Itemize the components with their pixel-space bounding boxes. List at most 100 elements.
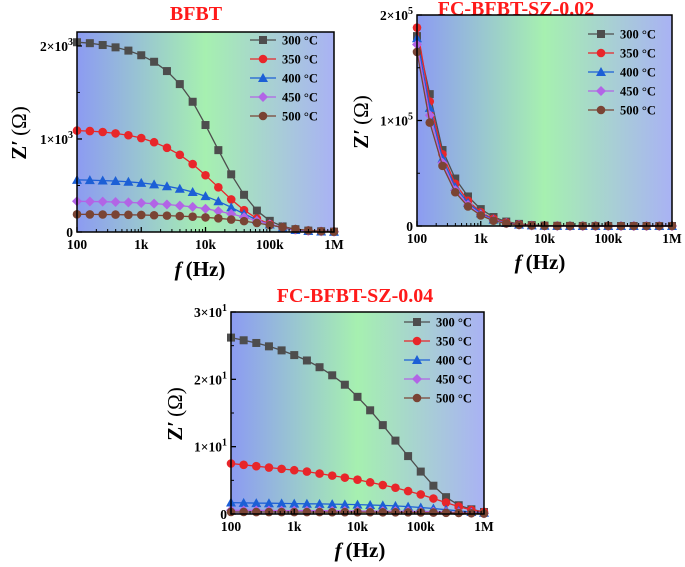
data-point-s1-14 — [391, 436, 400, 445]
data-point-s2-12 — [214, 183, 223, 192]
y-tick-label: 0 — [220, 507, 227, 522]
data-point-s3-7 — [301, 498, 312, 508]
x-tick-label: 1k — [134, 237, 149, 252]
data-point-s3-12 — [213, 196, 224, 206]
y-axis-label-unit: (Ω) — [163, 387, 187, 417]
data-point-s5-9 — [175, 211, 185, 221]
data-point-s5-4 — [450, 187, 460, 197]
data-point-s4-2 — [424, 110, 435, 121]
x-tick-label: 100k — [256, 237, 284, 252]
data-point-s5-8 — [162, 211, 172, 220]
x-axis-label-unit: (Hz) — [186, 257, 226, 281]
y-tick-label: 1×101 — [194, 438, 227, 455]
x-tick-label: 1k — [287, 519, 302, 534]
data-point-s3-2 — [238, 497, 249, 507]
data-point-s5-18 — [441, 508, 451, 518]
x-axis-label-symbol: f — [515, 250, 524, 274]
data-point-s5-3 — [252, 507, 261, 517]
data-point-s4-7 — [149, 198, 160, 209]
legend-marker-3 — [412, 355, 422, 364]
data-point-s1-10 — [188, 97, 197, 106]
data-point-s5-5 — [124, 210, 133, 220]
data-point-s1-2 — [85, 39, 94, 48]
data-point-s1-7 — [150, 57, 159, 66]
data-point-s2-6 — [136, 133, 146, 143]
data-point-s1-15 — [404, 452, 413, 461]
data-point-s5-17 — [429, 508, 438, 517]
data-point-s1-9 — [175, 80, 184, 89]
data-point-s1-11 — [353, 392, 362, 401]
y-axis-label: Z′ (Ω) — [163, 387, 187, 441]
y-tick-label: 1×103 — [40, 130, 73, 147]
x-tick-label: 100 — [221, 519, 242, 534]
x-axis-label-unit: (Hz) — [526, 250, 566, 274]
y-axis-label: Z′ (Ω) — [7, 106, 31, 160]
x-axis-label: f (Hz) — [175, 257, 226, 281]
data-point-s1-5 — [124, 46, 133, 55]
data-point-s3-2 — [84, 175, 95, 185]
data-point-s5-5 — [463, 202, 473, 211]
y-tick-base: 2×10 — [380, 8, 408, 23]
data-point-s4-9 — [174, 200, 185, 211]
data-point-s2-11 — [201, 170, 210, 180]
data-point-s2-5 — [277, 464, 286, 474]
data-point-s4-2 — [84, 196, 95, 207]
y-tick-exponent: 1 — [222, 438, 227, 449]
y-tick-label: 2×105 — [380, 6, 413, 23]
data-point-s5-2 — [425, 118, 435, 127]
data-point-s5-7 — [489, 216, 498, 226]
data-point-s5-3 — [438, 161, 447, 171]
x-tick-label: 100k — [407, 519, 435, 534]
x-tick-label: 1k — [474, 231, 489, 246]
y-tick-exponent: 3 — [68, 37, 73, 48]
data-point-s2-15 — [403, 486, 413, 496]
data-point-s5-3 — [98, 210, 108, 219]
y-tick-label: 2×101 — [194, 370, 227, 387]
data-point-s1-4 — [451, 174, 460, 183]
x-tick-label: 100 — [407, 231, 428, 246]
data-point-s1-6 — [137, 51, 146, 60]
legend-marker-3 — [596, 67, 606, 76]
data-point-s1-16 — [416, 467, 425, 476]
y-axis-label: Z′ (Ω) — [349, 95, 373, 149]
data-point-s5-13 — [226, 215, 236, 224]
data-point-s5-12 — [365, 507, 375, 517]
y-tick-base: 2×10 — [194, 372, 222, 387]
legend-label-4: 450 °C — [436, 373, 472, 387]
y-axis-label-unit: (Ω) — [7, 106, 31, 136]
legend-marker-2 — [412, 336, 422, 346]
data-point-s3-10 — [339, 499, 350, 509]
data-point-s3-10 — [187, 187, 198, 196]
data-point-s4-8 — [161, 199, 172, 210]
data-point-s1-14 — [240, 190, 249, 199]
data-point-s3-5 — [276, 498, 287, 508]
data-point-s1-12 — [366, 406, 375, 415]
x-tick-label: 1M — [474, 519, 494, 534]
data-point-s5-8 — [315, 507, 324, 517]
data-point-s2-6 — [289, 465, 299, 475]
legend-label-3: 400 °C — [436, 354, 472, 368]
data-point-s3-9 — [174, 183, 185, 193]
data-point-s2-12 — [365, 478, 375, 487]
data-point-s5-17 — [278, 222, 287, 232]
data-point-s1-10 — [340, 380, 349, 389]
y-tick-base: 3×10 — [194, 305, 222, 320]
data-point-s1-12 — [214, 146, 223, 155]
y-axis-label-unit: (Ω) — [349, 95, 373, 125]
data-point-s5-6 — [136, 210, 146, 220]
legend-label-5: 500 °C — [282, 110, 318, 124]
data-point-s2-2 — [85, 126, 95, 136]
data-point-s1-4 — [111, 43, 120, 52]
legend-marker-5 — [412, 393, 422, 403]
legend-label-4: 450 °C — [620, 85, 656, 99]
legend-label-5: 500 °C — [620, 104, 656, 118]
chart-title: BFBT — [170, 3, 223, 25]
data-point-s3-6 — [289, 498, 300, 508]
legend-label-1: 300 °C — [436, 316, 472, 330]
data-point-s5-12 — [214, 214, 223, 223]
data-point-s2-8 — [162, 143, 172, 153]
x-axis-label-symbol: f — [335, 538, 344, 562]
data-point-s1-3 — [252, 338, 261, 347]
